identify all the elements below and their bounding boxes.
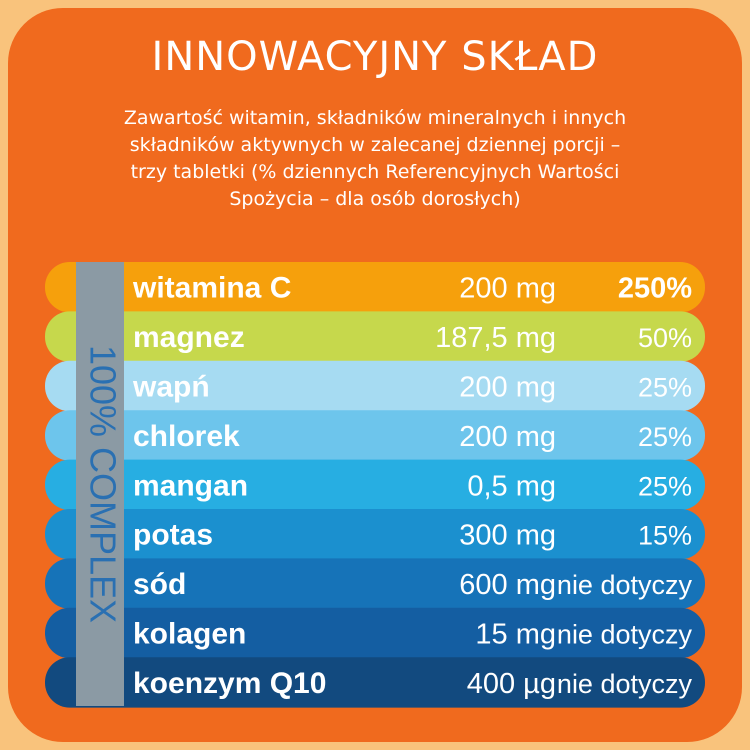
row-name: chlorek: [133, 420, 240, 453]
row-name: mangan: [133, 469, 248, 502]
subtitle-line: Zawartość witamin, składników mineralnyc…: [124, 107, 626, 129]
row-amount: 200 mg: [459, 421, 556, 453]
subtitle-line: składników aktywnych w zalecanej dzienne…: [130, 134, 621, 156]
row-percent: 250%: [618, 273, 692, 305]
row-name: kolagen: [133, 618, 246, 651]
row-amount: 0,5 mg: [467, 470, 556, 502]
row-band: [45, 459, 705, 510]
row-band: [45, 311, 705, 362]
row-name: potas: [133, 519, 213, 552]
subtitle-line: Spożycia – dla osób dorosłych): [229, 188, 520, 210]
row-percent: 25%: [638, 422, 692, 452]
row-name: witamina C: [132, 272, 291, 305]
row-band: [45, 509, 705, 560]
row-name: wapń: [132, 371, 210, 404]
row-amount: 600 mg: [459, 569, 556, 601]
side-label: 100% COMPLEX: [82, 345, 123, 623]
row-band: [45, 558, 705, 609]
row-amount: 300 mg: [459, 520, 556, 552]
row-name: magnez: [133, 321, 245, 354]
row-amount: 15 mg: [475, 619, 556, 651]
row-percent: 50%: [638, 323, 692, 353]
row-percent: 15%: [638, 521, 692, 551]
row-amount: 187,5 mg: [435, 322, 556, 354]
row-band: [45, 262, 705, 313]
row-percent: nie dotyczy: [557, 620, 693, 650]
row-band: [45, 657, 705, 708]
row-name: koenzym Q10: [133, 667, 326, 700]
row-percent: nie dotyczy: [557, 570, 693, 600]
row-band: [45, 607, 705, 659]
row-band: [45, 360, 705, 412]
row-percent: 25%: [638, 373, 692, 403]
subtitle-line: trzy tabletki (% dziennych Referencyjnyc…: [131, 161, 620, 183]
side-bar: [76, 262, 124, 706]
row-name: sód: [133, 568, 186, 601]
row-amount: 200 mg: [459, 273, 556, 305]
row-amount: 200 mg: [459, 372, 556, 404]
title: INNOWACYJNY SKŁAD: [152, 34, 599, 80]
row-amount: 400 µg: [467, 668, 556, 700]
row-band: [45, 410, 705, 461]
row-percent: nie dotyczy: [557, 669, 693, 699]
row-percent: 25%: [638, 471, 692, 501]
